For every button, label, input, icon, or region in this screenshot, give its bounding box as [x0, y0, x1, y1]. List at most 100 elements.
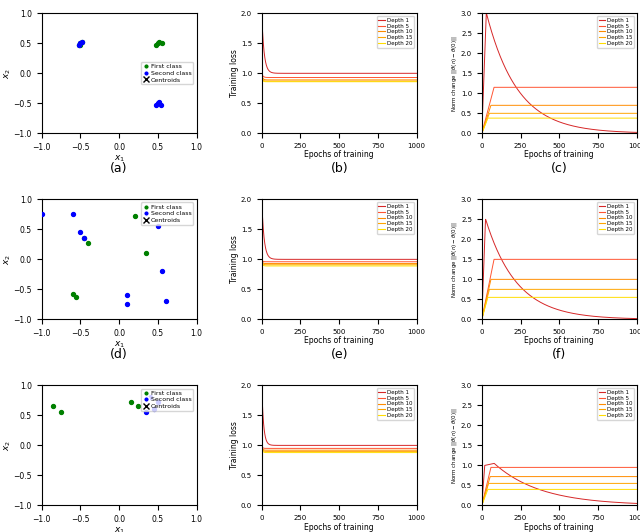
- Depth 1: [258, 196, 266, 203]
- Depth 5: [605, 84, 612, 90]
- Depth 10: [625, 102, 633, 109]
- Line: Depth 5: Depth 5: [262, 260, 417, 262]
- Depth 5: [488, 95, 495, 101]
- Line: Depth 5: Depth 5: [482, 260, 637, 319]
- Y-axis label: $x_2$: $x_2$: [3, 440, 13, 451]
- Depth 10: [405, 447, 413, 453]
- Depth 1: [478, 130, 486, 137]
- Depth 1: [488, 233, 495, 239]
- Line: Depth 20: Depth 20: [482, 489, 637, 505]
- Depth 15: [379, 262, 387, 268]
- Depth 15: [413, 448, 420, 454]
- Text: (f): (f): [552, 348, 566, 361]
- Depth 5: [289, 74, 297, 81]
- Depth 5: [258, 70, 266, 77]
- Depth 10: [258, 256, 266, 263]
- Line: Depth 10: Depth 10: [482, 279, 637, 319]
- Depth 5: [599, 84, 607, 90]
- Depth 20: [599, 486, 607, 493]
- Line: Depth 20: Depth 20: [482, 118, 637, 134]
- Depth 20: [405, 263, 413, 269]
- Depth 5: [379, 445, 387, 452]
- Depth 15: [405, 448, 413, 454]
- Line: Depth 15: Depth 15: [262, 445, 417, 451]
- Point: [153, 222, 163, 230]
- Depth 15: [285, 448, 293, 454]
- Line: Depth 15: Depth 15: [262, 260, 417, 265]
- Point: [153, 222, 163, 230]
- Depth 15: [488, 286, 495, 293]
- Depth 5: [599, 464, 607, 471]
- Depth 5: [490, 256, 498, 263]
- Depth 5: [413, 259, 420, 265]
- Point: [129, 211, 140, 220]
- Depth 20: [385, 79, 392, 85]
- Depth 20: [615, 486, 623, 493]
- Depth 10: [488, 102, 495, 109]
- Depth 15: [258, 70, 266, 77]
- Depth 5: [285, 445, 292, 452]
- Depth 5: [605, 256, 612, 263]
- Depth 20: [395, 79, 403, 85]
- Depth 20: [509, 294, 517, 301]
- Depth 20: [509, 115, 517, 121]
- Point: [76, 39, 86, 47]
- Depth 1: [405, 256, 413, 263]
- X-axis label: $x_1$: $x_1$: [113, 339, 125, 350]
- Depth 1: [633, 500, 640, 506]
- Depth 5: [289, 445, 297, 452]
- Depth 5: [395, 445, 403, 452]
- Depth 10: [405, 77, 413, 83]
- Depth 10: [385, 77, 392, 83]
- Depth 20: [413, 450, 420, 456]
- Depth 5: [478, 316, 486, 322]
- Point: [67, 289, 77, 298]
- Text: (e): (e): [330, 348, 348, 361]
- Legend: Depth 1, Depth 5, Depth 10, Depth 15, Depth 20: Depth 1, Depth 5, Depth 10, Depth 15, De…: [597, 16, 634, 48]
- Depth 10: [625, 276, 633, 282]
- Point: [145, 393, 156, 402]
- Y-axis label: Norm change $||\theta(n)-\theta(0)||$: Norm change $||\theta(n)-\theta(0)||$: [451, 407, 460, 484]
- Line: Depth 5: Depth 5: [262, 445, 417, 448]
- Depth 15: [488, 110, 495, 117]
- Y-axis label: Training loss: Training loss: [230, 236, 239, 283]
- Depth 10: [289, 77, 297, 83]
- Depth 1: [605, 128, 612, 134]
- Depth 15: [509, 286, 517, 293]
- Depth 5: [615, 464, 623, 471]
- Depth 20: [484, 294, 492, 301]
- Depth 1: [379, 442, 387, 448]
- Legend: Depth 1, Depth 5, Depth 10, Depth 15, Depth 20: Depth 1, Depth 5, Depth 10, Depth 15, De…: [377, 202, 414, 234]
- Point: [48, 402, 58, 411]
- Depth 5: [633, 464, 640, 471]
- Depth 5: [633, 256, 640, 263]
- Depth 1: [633, 129, 640, 136]
- Depth 5: [385, 259, 392, 265]
- Depth 5: [385, 445, 392, 452]
- Point: [83, 238, 93, 247]
- Depth 5: [285, 259, 292, 265]
- Line: Depth 10: Depth 10: [262, 260, 417, 263]
- Point: [153, 288, 163, 297]
- Depth 15: [478, 130, 486, 137]
- Depth 15: [379, 78, 387, 84]
- Depth 10: [488, 276, 495, 282]
- Depth 15: [599, 110, 607, 117]
- Line: Depth 1: Depth 1: [482, 463, 637, 505]
- Point: [151, 40, 161, 49]
- Depth 5: [488, 464, 495, 471]
- Depth 10: [379, 260, 387, 267]
- Depth 10: [289, 260, 297, 267]
- Depth 5: [509, 256, 517, 263]
- Point: [157, 39, 167, 47]
- Depth 10: [413, 260, 420, 267]
- Depth 20: [289, 263, 297, 269]
- Depth 10: [633, 102, 640, 109]
- Point: [74, 40, 84, 49]
- Y-axis label: Norm change $||\theta(n)-\theta(0)||$: Norm change $||\theta(n)-\theta(0)||$: [451, 221, 460, 298]
- Depth 10: [385, 447, 392, 453]
- Point: [76, 222, 86, 230]
- Depth 1: [633, 315, 640, 322]
- Depth 15: [258, 256, 266, 263]
- X-axis label: Epochs of training: Epochs of training: [525, 336, 594, 345]
